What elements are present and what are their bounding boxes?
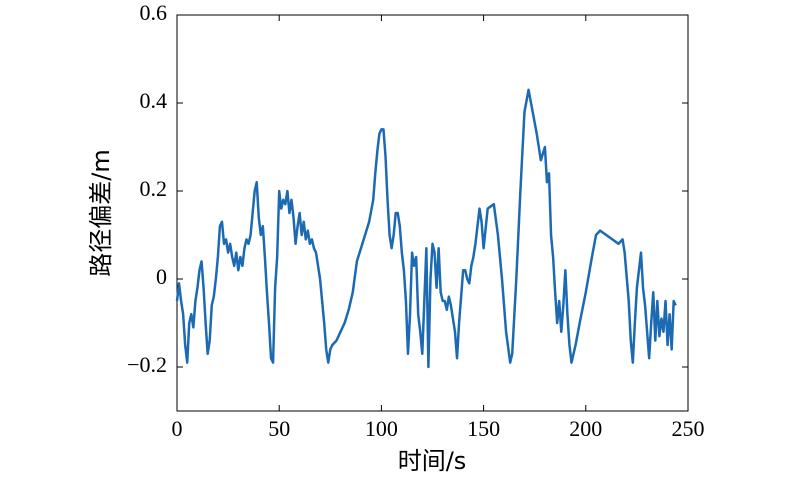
x-tick-label: 150 [467, 416, 500, 441]
x-tick-label: 50 [268, 416, 290, 441]
y-tick-label: 0.2 [140, 176, 168, 201]
y-tick-label: 0.6 [140, 0, 168, 25]
data-line [175, 88, 677, 369]
y-tick-label: 0 [156, 264, 167, 289]
x-tick-label: 250 [672, 416, 705, 441]
x-axis-label: 时间/s [398, 447, 467, 475]
x-tick-label: 0 [172, 416, 183, 441]
x-tick-label: 200 [569, 416, 602, 441]
plot-frame [176, 14, 689, 412]
y-tick-label: −0.2 [127, 352, 167, 377]
y-axis-label: 路径偏差/m [87, 149, 115, 276]
x-tick-label: 100 [365, 416, 398, 441]
y-tick-label: 0.4 [140, 88, 168, 113]
